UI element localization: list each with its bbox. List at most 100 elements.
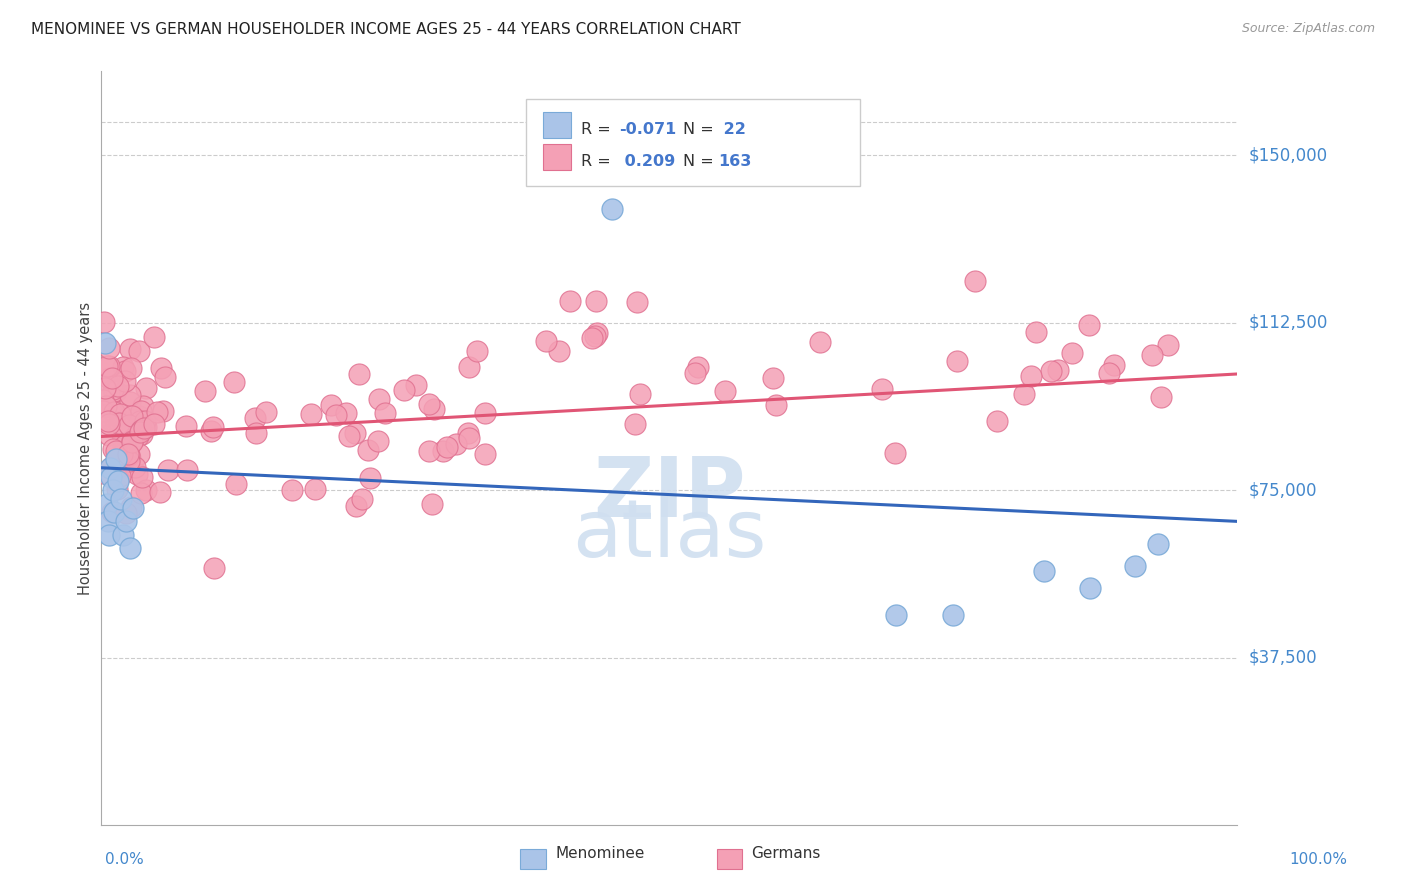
Point — [114, 364, 136, 378]
Point — [115, 506, 138, 520]
Point — [122, 413, 145, 427]
Point — [146, 405, 169, 419]
Point — [349, 368, 371, 382]
Point — [1040, 364, 1063, 378]
Point — [418, 443, 440, 458]
Point — [581, 331, 603, 345]
Point — [121, 409, 143, 424]
Point — [93, 408, 115, 422]
Point — [357, 442, 380, 457]
Text: ZIP: ZIP — [593, 453, 745, 534]
Point — [883, 446, 905, 460]
Text: 22: 22 — [718, 122, 747, 137]
Point — [129, 414, 152, 428]
Point — [131, 469, 153, 483]
Text: N =: N = — [683, 122, 720, 137]
Point — [457, 425, 479, 440]
Point — [1157, 338, 1180, 352]
Point — [1078, 318, 1101, 332]
Point — [120, 343, 142, 357]
Point — [111, 440, 134, 454]
Point — [131, 404, 153, 418]
Point — [465, 343, 488, 358]
Point — [98, 428, 121, 442]
Text: 0.209: 0.209 — [619, 154, 675, 169]
Point — [870, 382, 893, 396]
Point — [96, 496, 118, 510]
Point — [105, 482, 128, 496]
Text: R =: R = — [581, 154, 616, 169]
Point — [942, 608, 965, 623]
Point — [628, 387, 651, 401]
Point — [149, 360, 172, 375]
Text: Germans: Germans — [751, 847, 820, 861]
Point — [245, 425, 267, 440]
Point — [152, 404, 174, 418]
Point — [121, 434, 143, 449]
Point — [108, 416, 131, 430]
Point — [374, 406, 396, 420]
Point — [194, 384, 217, 398]
Point — [337, 429, 360, 443]
Point — [225, 476, 247, 491]
Point — [111, 448, 134, 462]
Point — [132, 399, 155, 413]
Point — [350, 492, 373, 507]
Point — [945, 354, 967, 368]
Point — [127, 429, 149, 443]
Point — [1123, 559, 1146, 574]
Point — [128, 447, 150, 461]
Text: N =: N = — [683, 154, 720, 169]
Point — [1019, 369, 1042, 384]
Point — [685, 366, 707, 380]
Point — [101, 483, 124, 497]
Point — [115, 514, 138, 528]
Point — [586, 326, 609, 341]
Point — [585, 293, 607, 308]
Point — [108, 407, 131, 421]
Point — [103, 505, 125, 519]
Point — [444, 436, 467, 450]
Text: $112,500: $112,500 — [1249, 314, 1327, 332]
Point — [335, 406, 357, 420]
Point — [100, 412, 122, 426]
Text: $37,500: $37,500 — [1249, 648, 1317, 666]
Point — [458, 359, 481, 374]
Point — [224, 375, 246, 389]
Point — [128, 409, 150, 424]
Point — [135, 381, 157, 395]
Point — [367, 392, 389, 406]
Point — [118, 450, 141, 465]
Point — [117, 417, 139, 432]
Point — [107, 474, 129, 488]
Point — [125, 423, 148, 437]
Point — [98, 417, 121, 431]
Point — [124, 459, 146, 474]
Point — [143, 417, 166, 432]
Point — [111, 427, 134, 442]
Point — [128, 425, 150, 440]
Point — [97, 414, 120, 428]
Point — [304, 482, 326, 496]
Point — [200, 424, 222, 438]
Point — [1062, 346, 1084, 360]
Point — [405, 377, 427, 392]
Point — [762, 371, 785, 385]
Text: 0.0%: 0.0% — [105, 852, 145, 867]
Point — [131, 427, 153, 442]
Point — [536, 334, 558, 348]
Point — [128, 344, 150, 359]
Point — [129, 423, 152, 437]
Point — [325, 408, 347, 422]
Point — [98, 359, 121, 373]
Point — [122, 500, 145, 515]
Point — [547, 344, 569, 359]
Point — [201, 420, 224, 434]
Text: $150,000: $150,000 — [1249, 146, 1327, 164]
Point — [135, 483, 157, 497]
Point — [114, 449, 136, 463]
Point — [1150, 391, 1173, 405]
Point — [886, 608, 908, 623]
Point — [176, 462, 198, 476]
Point — [100, 460, 122, 475]
